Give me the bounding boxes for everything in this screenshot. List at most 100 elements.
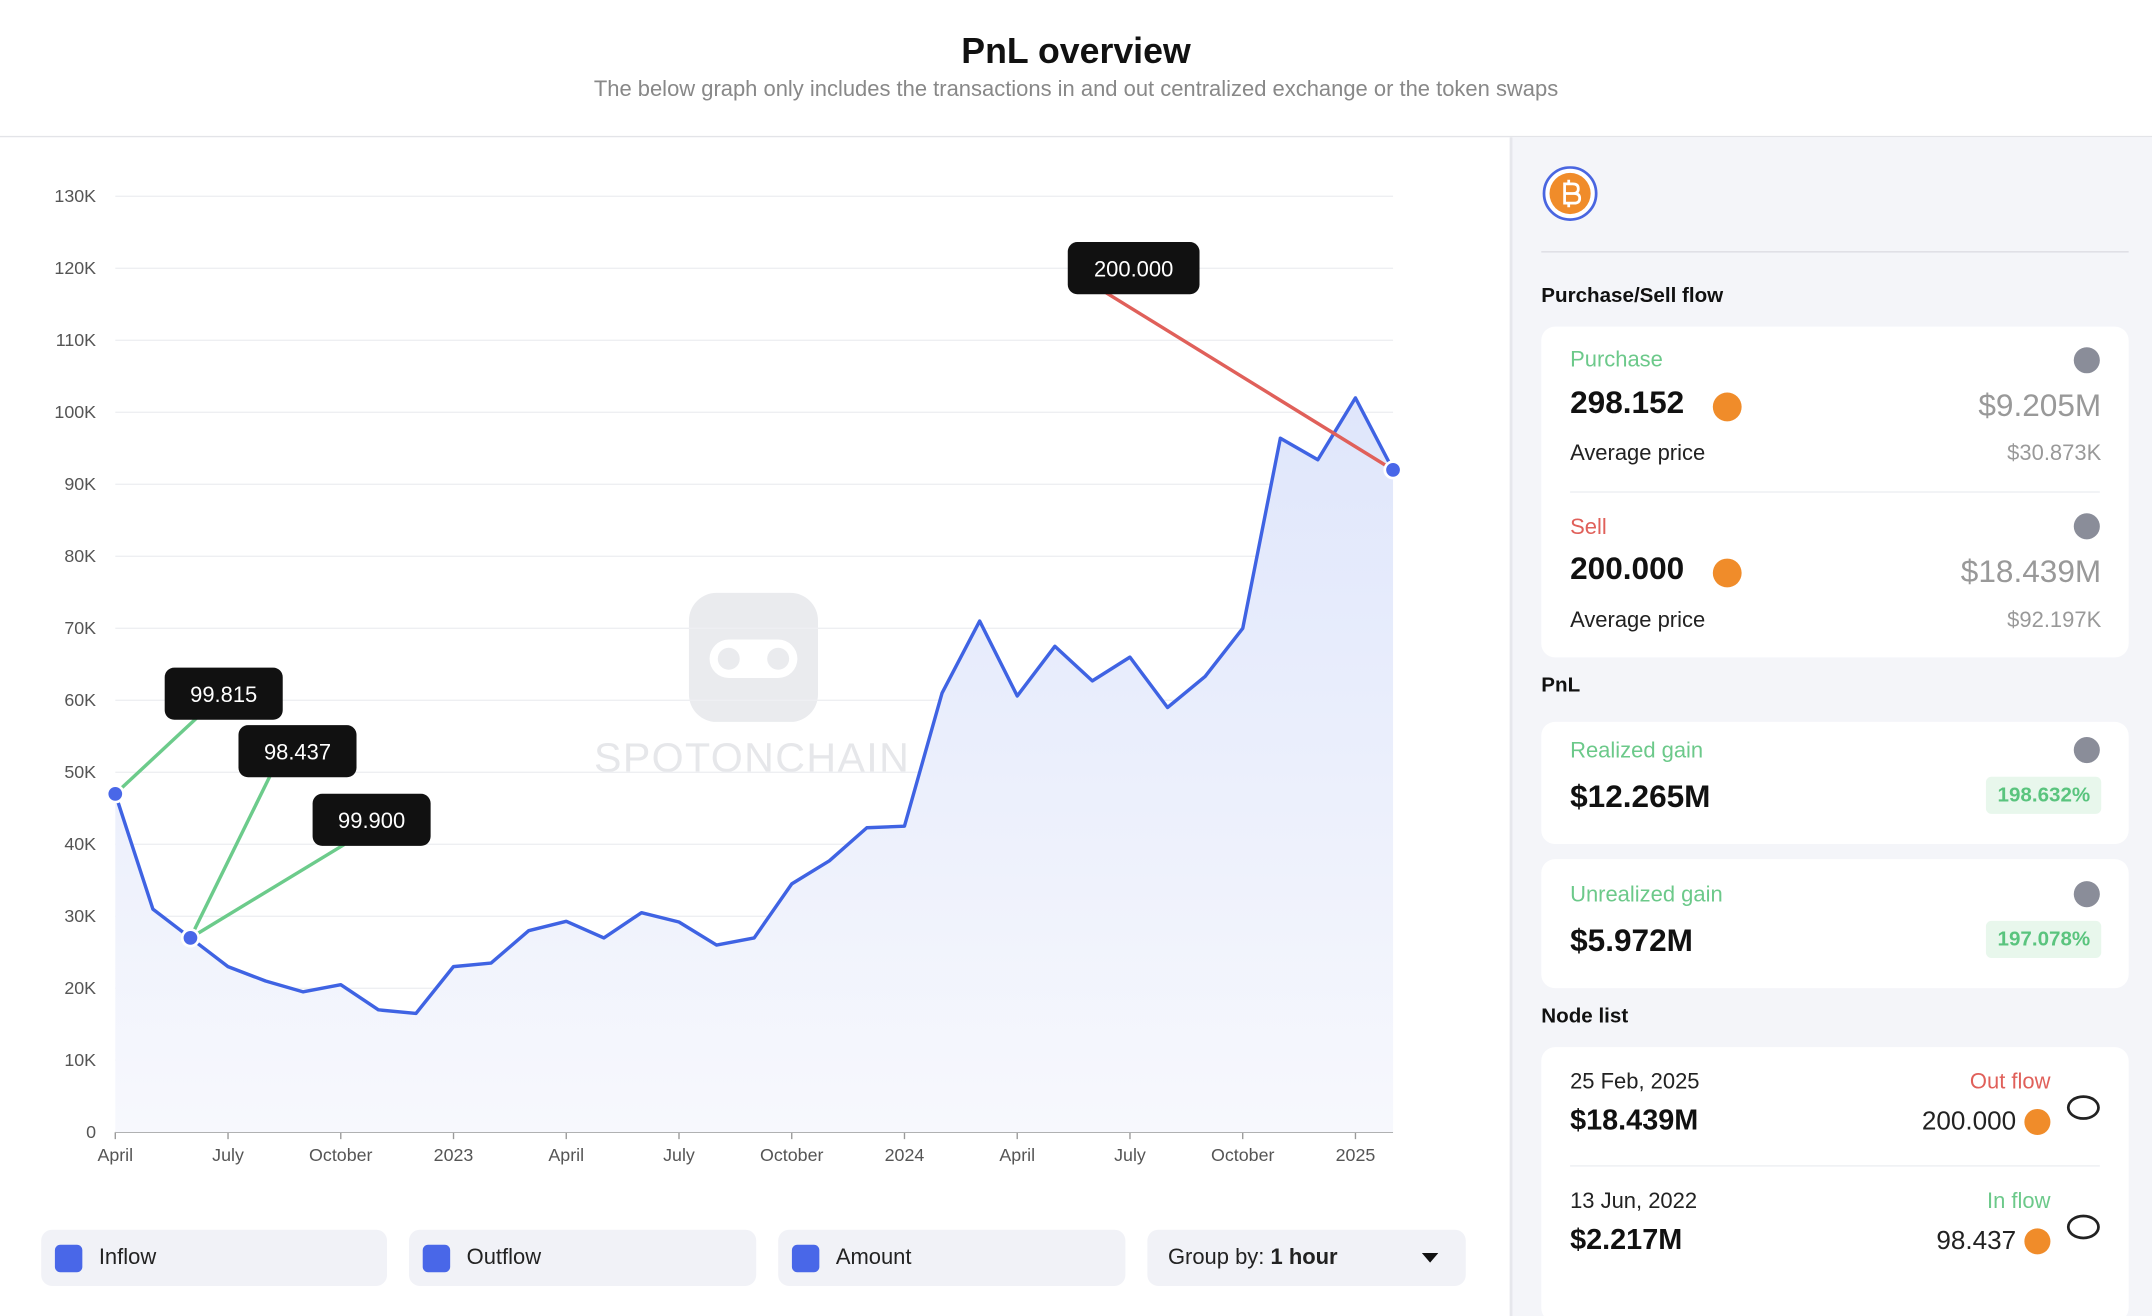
section-title: PnL bbox=[1541, 673, 1581, 698]
annotation-label: 200.000 bbox=[1094, 256, 1173, 281]
btc-icon bbox=[2024, 1108, 2051, 1136]
watermark-logo bbox=[688, 592, 818, 722]
node-flow: Out flow bbox=[1969, 1070, 2051, 1094]
unrealized-card: Unrealized gain $5.972M 197.078% bbox=[1541, 859, 2129, 989]
y-tick-label: 20K bbox=[64, 978, 96, 998]
select-label: Group by: 1 hour bbox=[1168, 1246, 1338, 1271]
annotation-box bbox=[312, 793, 431, 846]
hide-toggle[interactable] bbox=[2066, 1095, 2100, 1120]
y-tick-label: 40K bbox=[64, 834, 96, 854]
node-amount: 98.437 bbox=[1936, 1226, 2017, 1256]
sell-amount: 200.000 bbox=[1570, 550, 1685, 587]
avg-label: Average price bbox=[1570, 609, 1706, 633]
side-panel: Purchase/Sell flow Purchase 298.152 $9.2… bbox=[1509, 137, 2152, 1316]
node-usd: $2.217M bbox=[1570, 1224, 1683, 1256]
y-tick-label: 120K bbox=[54, 258, 96, 278]
node-point bbox=[180, 928, 201, 948]
annotation-label: 99.900 bbox=[338, 808, 405, 833]
gain-percent: 197.078% bbox=[1986, 920, 2102, 958]
area bbox=[115, 397, 1394, 1133]
x-tick-label: April bbox=[97, 1145, 133, 1165]
inflow-checkbox[interactable]: Inflow bbox=[41, 1229, 388, 1286]
divider bbox=[1570, 1165, 2100, 1167]
page-subtitle: The below graph only includes the transa… bbox=[593, 78, 1559, 102]
y-tick-label: 90K bbox=[64, 474, 96, 494]
help-icon[interactable] bbox=[2073, 347, 2100, 374]
section-title: Purchase/Sell flow bbox=[1541, 284, 1724, 308]
annotation-leader bbox=[189, 843, 346, 940]
divider bbox=[0, 135, 2152, 138]
sell-usd: $18.439M bbox=[1960, 553, 2102, 589]
check bbox=[791, 1244, 820, 1273]
node-list: 25 Feb, 2025 Out flow $18.439M 200.000 13 Ju… bbox=[1541, 1047, 2129, 1316]
watermark: SPOTONCHAIN bbox=[594, 734, 910, 780]
avg-label: Average price bbox=[1570, 441, 1706, 466]
annotation-box bbox=[164, 667, 283, 720]
section-title: Node list bbox=[1541, 1004, 1629, 1028]
sell-label: Sell bbox=[1570, 516, 1607, 540]
amount-checkbox[interactable]: Amount bbox=[778, 1229, 1126, 1286]
avg-price: $92.197K bbox=[2007, 609, 2102, 633]
check bbox=[422, 1244, 451, 1273]
y-tick-label: 50K bbox=[64, 762, 96, 782]
x-tick-label: 2023 bbox=[434, 1145, 474, 1165]
y-tick-label: 80K bbox=[64, 546, 96, 566]
x-tick-label: April bbox=[548, 1145, 584, 1165]
chart: SPOTONCHAIN 0 10K 20K 30K 40K 50K 60K 70K 80K 90K… bbox=[54, 186, 1403, 1165]
purchase-amount: 298.152 bbox=[1570, 384, 1685, 420]
btc-icon bbox=[1712, 558, 1742, 588]
help-icon[interactable] bbox=[2073, 513, 2100, 540]
gain-label: Unrealized gain bbox=[1570, 883, 1723, 908]
purchase-usd: $9.205M bbox=[1978, 387, 2102, 423]
x-tick-label: July bbox=[663, 1145, 695, 1165]
divider bbox=[1570, 491, 2100, 493]
node-date: 13 Jun, 2022 bbox=[1570, 1189, 1698, 1214]
y-tick-label: 110K bbox=[56, 330, 96, 350]
y-tick-label: 70K bbox=[64, 618, 96, 638]
checkbox-label: Outflow bbox=[466, 1246, 542, 1270]
purchase-label: Purchase bbox=[1570, 348, 1663, 372]
annotation-box bbox=[1067, 242, 1200, 295]
node-date: 25 Feb, 2025 bbox=[1570, 1070, 1700, 1094]
x-tick-label: October bbox=[760, 1145, 823, 1165]
help-icon[interactable] bbox=[2073, 737, 2100, 764]
gain-percent: 198.632% bbox=[1986, 776, 2102, 814]
divider bbox=[1541, 251, 2129, 253]
y-tick-label: 130K bbox=[54, 186, 96, 206]
annotation-leader bbox=[114, 717, 198, 796]
x-tick-label: July bbox=[212, 1145, 244, 1165]
btc-icon bbox=[2024, 1228, 2051, 1255]
annotation-leader bbox=[1105, 291, 1394, 472]
checkbox-label: Amount bbox=[835, 1246, 912, 1270]
gain-label: Realized gain bbox=[1570, 739, 1704, 764]
realized-card: Realized gain $12.265M 198.632% bbox=[1541, 721, 2129, 845]
y-tick-label: 0 bbox=[86, 1122, 96, 1142]
price-line bbox=[113, 396, 1395, 1016]
help-icon[interactable] bbox=[2073, 881, 2100, 908]
node-point bbox=[105, 784, 125, 804]
annotation-leader bbox=[188, 775, 272, 939]
annotation-label: 98.437 bbox=[264, 739, 331, 764]
node-point bbox=[1383, 460, 1403, 480]
x-tick-label: October bbox=[1211, 1145, 1274, 1165]
x-tick-label: July bbox=[1114, 1145, 1146, 1165]
hide-toggle[interactable] bbox=[2066, 1214, 2100, 1240]
outflow-checkbox[interactable]: Outflow bbox=[408, 1229, 757, 1286]
node-usd: $18.439M bbox=[1570, 1104, 1699, 1137]
gain-value: $5.972M bbox=[1570, 922, 1693, 958]
btc-icon bbox=[1712, 392, 1742, 422]
node-amount: 200.000 bbox=[1921, 1107, 2017, 1137]
x-tick-label: October bbox=[309, 1145, 372, 1165]
flow-card: Purchase 298.152 $9.205M Average price $… bbox=[1541, 326, 2129, 658]
group-label: Group by: bbox=[1167, 1246, 1265, 1270]
page-title: PnL overview bbox=[961, 30, 1191, 72]
node-flow: In flow bbox=[1986, 1189, 2051, 1214]
x-tick-label: 2024 bbox=[885, 1145, 925, 1165]
y-tick-label: 100K bbox=[54, 402, 96, 422]
check bbox=[54, 1244, 83, 1273]
group-by-select[interactable]: Group by: 1 hour bbox=[1147, 1229, 1466, 1286]
y-tick-label: 60K bbox=[64, 690, 96, 710]
y-tick-label: 10K bbox=[64, 1050, 96, 1070]
